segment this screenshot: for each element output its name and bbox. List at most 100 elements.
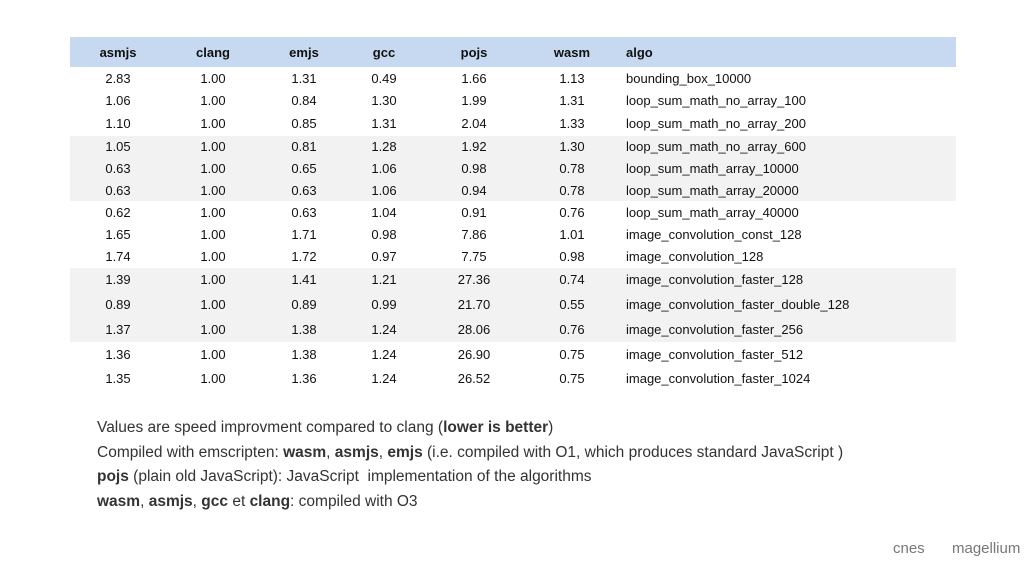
cell: 0.84 (291, 93, 317, 108)
header-row: asmjs clang emjs gcc pojs wasm algo (70, 37, 956, 67)
text: Values are speed improvment compared to … (97, 419, 444, 436)
table-row: 1.36 1.00 1.38 1.24 26.90 0.75 image_convoluti… (70, 342, 956, 366)
cell: 1.06 (371, 161, 397, 177)
cell: 1.99 (461, 93, 487, 108)
text: asmjs (148, 492, 193, 510)
text: , (140, 492, 149, 510)
cell: 0.75 (559, 346, 585, 362)
cell: 1.39 (105, 272, 131, 287)
cell: 0.63 (105, 161, 131, 177)
cell: image_convolution_faster_512 (626, 346, 804, 362)
cell: 1.72 (291, 248, 317, 264)
text: clang (249, 492, 291, 510)
text: wasm (283, 443, 327, 461)
cell: 1.36 (291, 370, 317, 386)
cell: 1.30 (371, 93, 397, 108)
logo: cnes (893, 540, 925, 557)
cell: 0.76 (559, 322, 585, 337)
table-row: 0.63 1.00 0.63 1.06 0.94 0.78 loop_sum_math_ar… (70, 179, 956, 201)
cell: image_convolution_faster_double_128 (626, 296, 850, 312)
cell: 1.24 (371, 370, 397, 386)
cell: image_convolution_faster_1024 (626, 370, 811, 386)
cell: 0.76 (559, 204, 585, 220)
text: (i.e. compiled with O1, which produces s… (422, 443, 844, 461)
cell: 0.75 (559, 370, 585, 386)
cell: 0.97 (371, 248, 397, 264)
text: wasm (97, 492, 141, 510)
cell: 1.92 (461, 139, 487, 155)
cell: 1.31 (371, 116, 397, 132)
cell: 0.63 (291, 204, 317, 220)
note: wasm, asmjs, gcc et clang: compiled with… (97, 490, 843, 515)
header-cell: algo (626, 44, 653, 60)
cell: image_convolution_faster_128 (626, 272, 804, 287)
table-row: 1.37 1.00 1.38 1.24 28.06 0.76 image_convoluti… (70, 317, 956, 342)
cell: 0.63 (291, 182, 317, 198)
cell: 1.00 (200, 296, 226, 312)
cell: 0.94 (461, 182, 487, 198)
cell: 0.85 (291, 116, 317, 132)
cell: 26.52 (457, 370, 491, 386)
cell: 1.00 (200, 139, 226, 155)
text: ) (548, 419, 554, 436)
cell: 1.00 (200, 272, 226, 287)
cell: 1.01 (559, 226, 585, 242)
cell: 1.00 (200, 322, 226, 337)
table-row: 0.63 1.00 0.65 1.06 0.98 0.78 loop_sum_math_ar… (70, 158, 956, 180)
cell: 1.41 (291, 272, 317, 287)
cell: 0.78 (559, 161, 585, 177)
table-row: 1.39 1.00 1.41 1.21 27.36 0.74 image_convoluti… (70, 267, 956, 292)
header-cell: asmjs (99, 44, 137, 60)
cell: image_convolution_const_128 (626, 226, 802, 242)
cell: bounding_box_10000 (626, 70, 752, 86)
cell: 1.00 (200, 204, 226, 220)
cell: loop_sum_math_array_10000 (626, 161, 799, 177)
text: , (378, 443, 388, 461)
cell: loop_sum_math_no_array_200 (626, 116, 806, 132)
cell: 1.31 (291, 70, 317, 86)
cell: 1.74 (105, 248, 131, 264)
cell: 0.89 (291, 296, 317, 312)
cell: 1.00 (200, 248, 226, 264)
text: asmjs (334, 443, 379, 461)
cell: 1.24 (371, 346, 397, 362)
cell: 1.38 (291, 322, 317, 337)
cell: 1.00 (200, 226, 226, 242)
cell: loop_sum_math_array_20000 (626, 182, 799, 198)
cell: 26.90 (457, 346, 491, 362)
cell: 1.31 (559, 93, 585, 108)
table-row: 1.65 1.00 1.71 0.98 7.86 1.01 image_convolutio… (70, 223, 956, 245)
cell: 1.04 (371, 204, 397, 220)
cell: 0.65 (291, 161, 317, 177)
cell: 1.33 (559, 116, 585, 132)
text: : compiled with O3 (290, 492, 418, 510)
text: (plain old JavaScript): JavaScript imple… (128, 468, 592, 485)
cell: loop_sum_math_no_array_600 (626, 139, 806, 155)
table-row: 1.35 1.00 1.36 1.24 26.52 0.75 image_convoluti… (70, 366, 956, 390)
cell: 1.37 (105, 322, 131, 337)
cell: 0.63 (105, 182, 131, 198)
text: lower is better (443, 419, 549, 436)
cell: 1.00 (200, 346, 226, 362)
cell: 1.00 (200, 116, 226, 132)
text: , (192, 492, 202, 510)
text: Compiled with emscripten: (97, 443, 284, 461)
cell: 1.21 (371, 272, 397, 287)
cell: 7.86 (461, 226, 487, 242)
cell: 1.71 (291, 226, 317, 242)
note: Compiled with emscripten: wasm, asmjs, e… (97, 441, 843, 466)
cell: 7.75 (461, 248, 487, 264)
header-cell: clang (196, 44, 230, 60)
cell: 1.36 (105, 346, 131, 362)
cell: 0.62 (105, 204, 131, 220)
cell: 0.55 (559, 296, 585, 312)
cell: 1.13 (559, 70, 585, 86)
cell: 21.70 (457, 296, 491, 312)
table-row: 2.83 1.00 1.31 0.49 1.66 1.13 bounding_box_100… (70, 67, 956, 89)
cell: 0.99 (371, 296, 397, 312)
logo: magellium (952, 540, 1021, 557)
text: gcc (201, 492, 229, 510)
cell: 1.00 (200, 161, 226, 177)
cell: 0.78 (559, 182, 585, 198)
